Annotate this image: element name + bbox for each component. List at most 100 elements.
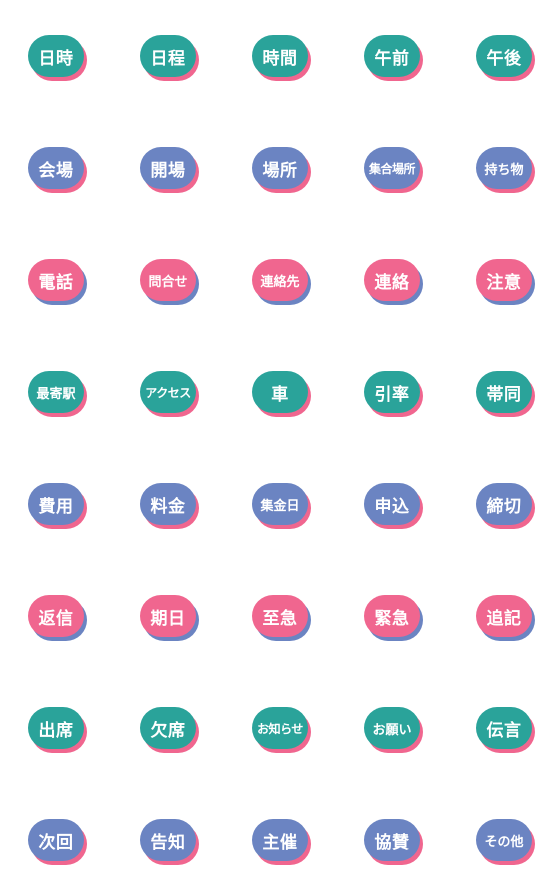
emoji-cell[interactable]: 引率 xyxy=(336,336,448,448)
label-badge: 出席 xyxy=(28,707,87,753)
emoji-cell[interactable]: 緊急 xyxy=(336,560,448,672)
emoji-cell[interactable]: 帯同 xyxy=(448,336,560,448)
label-badge: 午後 xyxy=(476,35,535,81)
label-badge: 追記 xyxy=(476,595,535,641)
label-badge: 集金日 xyxy=(252,483,311,529)
label-badge: お願い xyxy=(364,707,423,753)
badge-label: 集金日 xyxy=(252,483,308,525)
label-badge: 協賛 xyxy=(364,819,423,865)
emoji-cell[interactable]: 開場 xyxy=(112,112,224,224)
badge-label: 欠席 xyxy=(140,707,196,749)
badge-label: 午前 xyxy=(364,35,420,77)
emoji-cell[interactable]: 集金日 xyxy=(224,448,336,560)
label-badge: 注意 xyxy=(476,259,535,305)
emoji-cell[interactable]: 電話 xyxy=(0,224,112,336)
emoji-cell[interactable]: 主催 xyxy=(224,784,336,896)
label-badge: 会場 xyxy=(28,147,87,193)
emoji-cell[interactable]: 会場 xyxy=(0,112,112,224)
label-badge: 欠席 xyxy=(140,707,199,753)
emoji-cell[interactable]: 問合せ xyxy=(112,224,224,336)
emoji-cell[interactable]: 日時 xyxy=(0,0,112,112)
emoji-cell[interactable]: 追記 xyxy=(448,560,560,672)
emoji-cell[interactable]: 場所 xyxy=(224,112,336,224)
emoji-cell[interactable]: 出席 xyxy=(0,672,112,784)
badge-label: 会場 xyxy=(28,147,84,189)
badge-label: 返信 xyxy=(28,595,84,637)
badge-label: 費用 xyxy=(28,483,84,525)
emoji-cell[interactable]: 車 xyxy=(224,336,336,448)
label-badge: 期日 xyxy=(140,595,199,641)
emoji-cell[interactable]: 期日 xyxy=(112,560,224,672)
label-badge: 締切 xyxy=(476,483,535,529)
badge-label: 最寄駅 xyxy=(28,371,84,413)
badge-label: 連絡先 xyxy=(252,259,308,301)
badge-label: 主催 xyxy=(252,819,308,861)
badge-label: 締切 xyxy=(476,483,532,525)
label-badge: 連絡先 xyxy=(252,259,311,305)
emoji-cell[interactable]: 告知 xyxy=(112,784,224,896)
badge-label: アクセス xyxy=(140,371,196,413)
badge-label: 伝言 xyxy=(476,707,532,749)
label-badge: 伝言 xyxy=(476,707,535,753)
emoji-cell[interactable]: 締切 xyxy=(448,448,560,560)
label-badge: 緊急 xyxy=(364,595,423,641)
label-badge: 料金 xyxy=(140,483,199,529)
emoji-cell[interactable]: 注意 xyxy=(448,224,560,336)
emoji-cell[interactable]: 持ち物 xyxy=(448,112,560,224)
emoji-cell[interactable]: 料金 xyxy=(112,448,224,560)
emoji-cell[interactable]: お知らせ xyxy=(224,672,336,784)
emoji-cell[interactable]: 最寄駅 xyxy=(0,336,112,448)
label-badge: 告知 xyxy=(140,819,199,865)
badge-label: 申込 xyxy=(364,483,420,525)
emoji-cell[interactable]: 伝言 xyxy=(448,672,560,784)
emoji-cell[interactable]: 申込 xyxy=(336,448,448,560)
emoji-cell[interactable]: 返信 xyxy=(0,560,112,672)
label-badge: 場所 xyxy=(252,147,311,193)
badge-label: 持ち物 xyxy=(476,147,532,189)
emoji-cell[interactable]: 欠席 xyxy=(112,672,224,784)
badge-label: 追記 xyxy=(476,595,532,637)
emoji-cell[interactable]: お願い xyxy=(336,672,448,784)
label-badge: 連絡 xyxy=(364,259,423,305)
emoji-cell[interactable]: その他 xyxy=(448,784,560,896)
label-badge: その他 xyxy=(476,819,535,865)
badge-label: 帯同 xyxy=(476,371,532,413)
badge-label: 集合場所 xyxy=(364,147,420,189)
badge-label: 告知 xyxy=(140,819,196,861)
badge-label: 時間 xyxy=(252,35,308,77)
emoji-cell[interactable]: 集合場所 xyxy=(336,112,448,224)
badge-label: 協賛 xyxy=(364,819,420,861)
label-badge: 引率 xyxy=(364,371,423,417)
badge-label: 料金 xyxy=(140,483,196,525)
emoji-cell[interactable]: 時間 xyxy=(224,0,336,112)
emoji-cell[interactable]: 次回 xyxy=(0,784,112,896)
emoji-cell[interactable]: 協賛 xyxy=(336,784,448,896)
badge-label: 次回 xyxy=(28,819,84,861)
emoji-cell[interactable]: 午前 xyxy=(336,0,448,112)
emoji-cell[interactable]: 連絡先 xyxy=(224,224,336,336)
badge-label: 注意 xyxy=(476,259,532,301)
label-badge: 午前 xyxy=(364,35,423,81)
badge-label: お願い xyxy=(364,707,420,749)
badge-label: 至急 xyxy=(252,595,308,637)
label-badge: 最寄駅 xyxy=(28,371,87,417)
emoji-cell[interactable]: 費用 xyxy=(0,448,112,560)
label-badge: 返信 xyxy=(28,595,87,641)
emoji-cell[interactable]: アクセス xyxy=(112,336,224,448)
emoji-cell[interactable]: 午後 xyxy=(448,0,560,112)
badge-label: 車 xyxy=(252,371,308,413)
label-badge: 帯同 xyxy=(476,371,535,417)
label-badge: 問合せ xyxy=(140,259,199,305)
badge-label: その他 xyxy=(476,819,532,861)
emoji-cell[interactable]: 連絡 xyxy=(336,224,448,336)
emoji-cell[interactable]: 日程 xyxy=(112,0,224,112)
label-badge: 日時 xyxy=(28,35,87,81)
label-badge: 主催 xyxy=(252,819,311,865)
label-badge: 開場 xyxy=(140,147,199,193)
label-badge: アクセス xyxy=(140,371,199,417)
emoji-cell[interactable]: 至急 xyxy=(224,560,336,672)
badge-label: 引率 xyxy=(364,371,420,413)
label-badge: 電話 xyxy=(28,259,87,305)
